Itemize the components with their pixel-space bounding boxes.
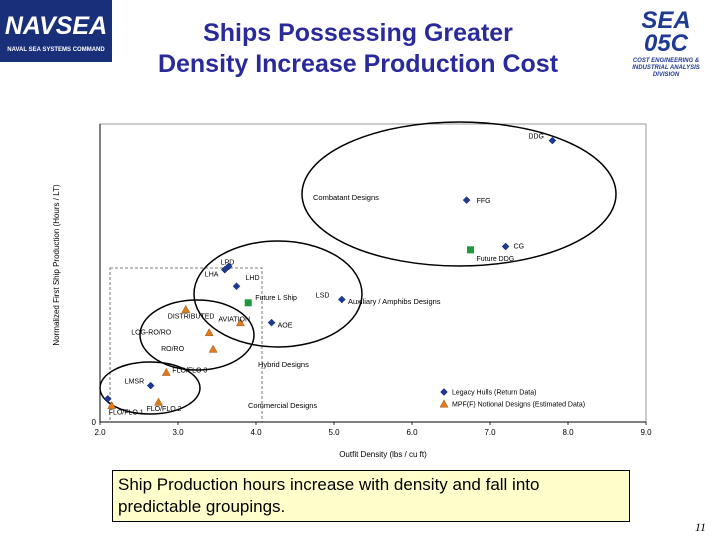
y-axis-label: Normalized First Ship Production (Hours …	[52, 184, 61, 346]
navsea-logo-subtitle: NAVAL SEA SYSTEMS COMMAND	[7, 47, 105, 53]
data-label-flo-flo-3: FLO/FLO 3	[172, 367, 207, 374]
plot-area-frame	[99, 123, 647, 423]
navsea-logo-bg	[0, 0, 112, 62]
y-tick-label-0: 0	[92, 418, 97, 427]
notional-point-flo-flo-1	[107, 400, 117, 409]
legacy-point-lha	[220, 265, 229, 274]
sea05c-logo-sub2: INDUSTRIAL ANALYSIS	[632, 65, 700, 71]
data-label-lha: LHA	[205, 272, 219, 279]
data-label-log-ro-ro: LOG-RO/RO	[131, 330, 172, 337]
group-ellipse-auxiliary	[193, 240, 363, 348]
x-tick-label: 3.0	[172, 428, 184, 437]
notional-point-log-ro-ro	[204, 328, 214, 337]
data-label-aviation: AVIATION	[218, 317, 250, 324]
sea05c-logo: SEA 05C COST ENGINEERING & INDUSTRIAL AN…	[632, 7, 700, 78]
notional-point-flo-flo-3	[161, 367, 171, 376]
legacy-point-aoe	[267, 318, 276, 327]
sea05c-logo-sub1: COST ENGINEERING &	[633, 58, 699, 64]
sea05c-logo-line2: 05C	[644, 30, 689, 57]
future-point-future-ddg	[467, 246, 474, 254]
group-ellipse-hybrid	[139, 299, 255, 371]
data-label-ro-ro: RO/RO	[161, 346, 185, 353]
legacy-point-cg	[501, 242, 510, 251]
density-scatter-chart: Normalized First Ship Production (Hours …	[52, 121, 652, 459]
notional-point-ro-ro	[208, 344, 218, 353]
sea05c-logo-sub3: DIVISION	[653, 72, 680, 78]
legacy-point-ffg	[462, 196, 471, 205]
x-tick-label: 6.0	[406, 428, 418, 437]
navsea-logo-text: NAVSEA	[5, 12, 107, 40]
notional-point-distributed	[181, 304, 191, 313]
data-label-cg: CG	[514, 244, 525, 251]
group-label-combatant: Combatant Designs	[313, 193, 379, 202]
data-label-future-l-ship: Future L Ship	[255, 295, 297, 302]
page-number: 11	[694, 520, 706, 534]
future-point-future-l-ship	[244, 299, 252, 307]
data-label-flo-flo-2: FLO/FLO 2	[147, 406, 182, 413]
data-label-future-ddg: Future DDG	[477, 256, 515, 263]
sea05c-logo-line1: SEA	[641, 7, 690, 34]
chart-legend: Legacy Hulls (Return Data) MPF(F) Notion…	[452, 390, 585, 409]
title-line-2: Density Increase Production Cost	[157, 50, 559, 78]
legacy-point-lsd	[337, 295, 346, 304]
x-tick-label: 2.0	[94, 428, 106, 437]
legend-entry-legacy: Legacy Hulls (Return Data)	[452, 390, 536, 397]
data-label-aoe: AOE	[278, 323, 293, 330]
x-axis-label: Outfit Density (lbs / cu ft)	[339, 450, 427, 459]
notional-point-aviation	[235, 318, 245, 327]
page-title: Ships Possessing Greater Density Increas…	[118, 18, 598, 80]
legacy-point-ddg	[548, 136, 557, 145]
data-label-lmsr: LMSR	[125, 379, 144, 386]
data-label-lhd: LHD	[246, 275, 260, 282]
x-tick-label: 8.0	[562, 428, 574, 437]
reference-dashed-box	[109, 267, 263, 423]
legacy-point-lmsr	[146, 381, 155, 390]
data-label-lsd: LSD	[316, 292, 330, 299]
legend-marker-legacy	[440, 388, 448, 396]
x-tick-label: 4.0	[250, 428, 262, 437]
x-tick-label: 7.0	[484, 428, 496, 437]
group-ellipse-combatant	[301, 121, 617, 267]
caption-box: Ship Production hours increase with dens…	[112, 470, 630, 522]
title-line-1: Ships Possessing Greater	[203, 19, 513, 47]
legacy-point-unlabeled	[103, 394, 112, 403]
group-label-auxiliary: Auxiliary / Amphibs Designs	[348, 297, 441, 306]
data-label-ffg: FFG	[477, 198, 491, 205]
navsea-logo: NAVSEA NAVAL SEA SYSTEMS COMMAND	[0, 0, 112, 62]
group-label-commercial: Commercial Designs	[248, 401, 317, 410]
x-tick-label: 9.0	[640, 428, 652, 437]
group-label-hybrid: Hybrid Designs	[258, 360, 309, 369]
data-label-lpd: LPD	[221, 259, 235, 266]
data-label-distributed: DISTRIBUTED	[168, 313, 215, 320]
notional-point-flo-flo-2	[154, 397, 163, 406]
legend-entry-notional: MPF(F) Notional Designs (Estimated Data)	[452, 402, 585, 409]
legend-marker-notional	[439, 399, 449, 408]
data-label-ddg: DDG	[528, 134, 544, 141]
legacy-point-lhd	[232, 282, 241, 291]
group-labels: Combatant Designs Auxiliary / Amphibs De…	[248, 193, 441, 410]
data-label-flo-flo-1: FLO/FLO 1	[109, 409, 144, 416]
x-tick-label: 5.0	[328, 428, 340, 437]
